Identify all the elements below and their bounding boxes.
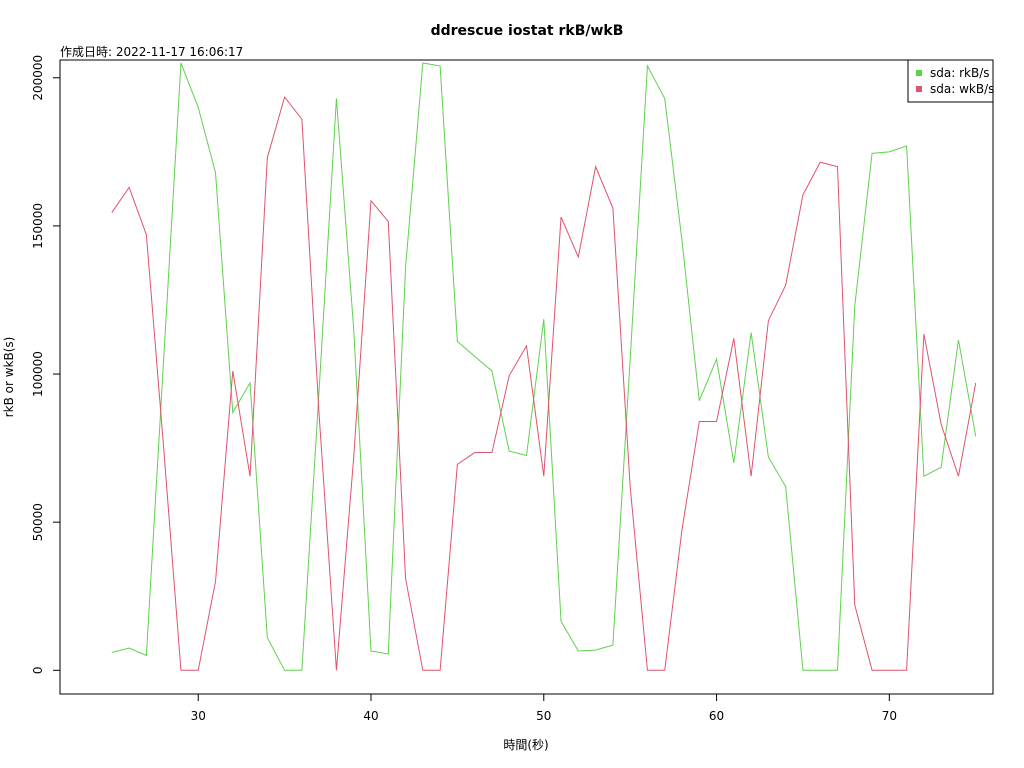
series-layer — [111, 62, 977, 671]
x-tick-label-3: 60 — [709, 709, 724, 723]
plot-frame — [59, 59, 994, 695]
x-tick-label-0: 30 — [191, 709, 206, 723]
x-axis-label: 時間(秒) — [503, 738, 548, 752]
y-tick-label-3: 150000 — [31, 203, 45, 249]
x-tick-label-1: 40 — [363, 709, 378, 723]
legend-swatch-1 — [916, 86, 922, 92]
chart-subtitle: 作成日時: 2022-11-17 16:06:17 — [60, 45, 243, 59]
y-tick-label-2: 100000 — [31, 351, 45, 397]
legend-label-1: sda: wkB/s — [930, 82, 994, 96]
y-axis: 0 50000 100000 150000 200000 — [31, 55, 60, 674]
y-tick-label-0: 0 — [31, 666, 45, 674]
legend-box — [907, 59, 994, 103]
y-axis-label: rkB or wkB(s) — [2, 337, 16, 418]
x-tick-label-4: 70 — [882, 709, 897, 723]
series-line-0 — [111, 62, 977, 671]
y-tick-label-1: 50000 — [31, 503, 45, 541]
legend-swatch-0 — [916, 70, 922, 76]
legend-label-0: sda: rkB/s — [930, 66, 990, 80]
y-tick-label-4: 200000 — [31, 55, 45, 101]
series-line-1 — [111, 95, 977, 671]
legend: sda: rkB/s sda: wkB/s — [907, 59, 994, 103]
x-tick-label-2: 50 — [536, 709, 551, 723]
x-axis: 30 40 50 60 70 — [191, 694, 897, 723]
chart-title: ddrescue iostat rkB/wkB — [431, 23, 624, 39]
